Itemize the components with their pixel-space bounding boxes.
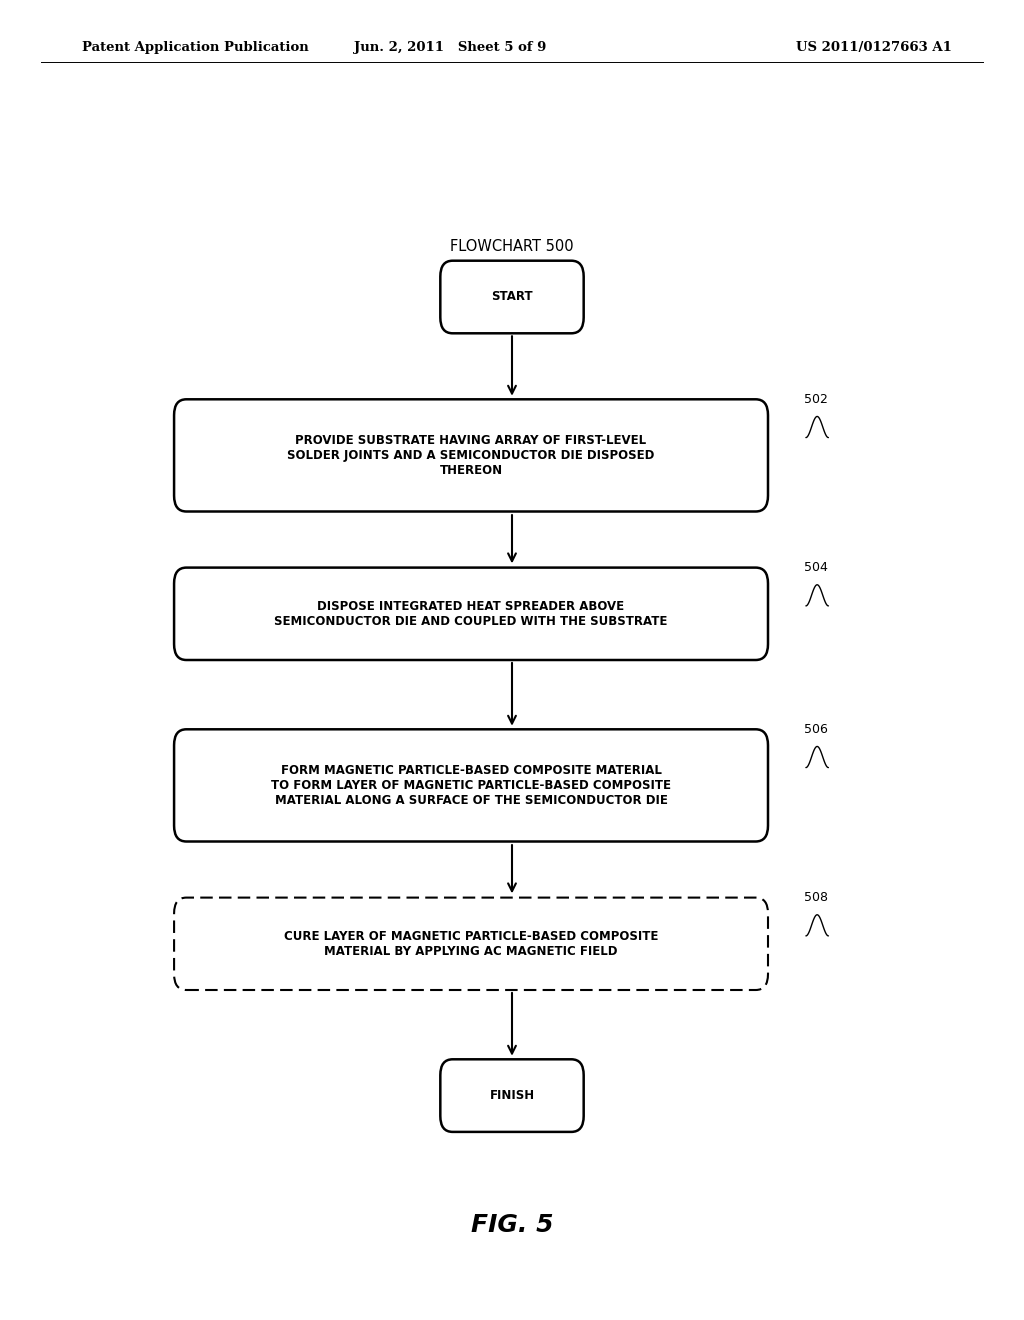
Text: Jun. 2, 2011   Sheet 5 of 9: Jun. 2, 2011 Sheet 5 of 9 <box>354 41 547 54</box>
FancyBboxPatch shape <box>174 568 768 660</box>
Text: 504: 504 <box>804 561 827 574</box>
Text: 506: 506 <box>804 722 827 735</box>
FancyBboxPatch shape <box>440 260 584 333</box>
FancyBboxPatch shape <box>174 898 768 990</box>
Text: PROVIDE SUBSTRATE HAVING ARRAY OF FIRST-LEVEL
SOLDER JOINTS AND A SEMICONDUCTOR : PROVIDE SUBSTRATE HAVING ARRAY OF FIRST-… <box>288 434 654 477</box>
Text: Patent Application Publication: Patent Application Publication <box>82 41 308 54</box>
Text: CURE LAYER OF MAGNETIC PARTICLE-BASED COMPOSITE
MATERIAL BY APPLYING AC MAGNETIC: CURE LAYER OF MAGNETIC PARTICLE-BASED CO… <box>284 929 658 958</box>
Text: 508: 508 <box>804 891 827 904</box>
FancyBboxPatch shape <box>174 399 768 511</box>
Text: FINISH: FINISH <box>489 1089 535 1102</box>
Text: FLOWCHART 500: FLOWCHART 500 <box>451 239 573 255</box>
Text: FORM MAGNETIC PARTICLE-BASED COMPOSITE MATERIAL
TO FORM LAYER OF MAGNETIC PARTIC: FORM MAGNETIC PARTICLE-BASED COMPOSITE M… <box>271 764 671 807</box>
Text: US 2011/0127663 A1: US 2011/0127663 A1 <box>797 41 952 54</box>
Text: 502: 502 <box>804 393 827 405</box>
Text: START: START <box>492 290 532 304</box>
FancyBboxPatch shape <box>174 729 768 842</box>
Text: DISPOSE INTEGRATED HEAT SPREADER ABOVE
SEMICONDUCTOR DIE AND COUPLED WITH THE SU: DISPOSE INTEGRATED HEAT SPREADER ABOVE S… <box>274 599 668 628</box>
FancyBboxPatch shape <box>440 1059 584 1131</box>
Text: FIG. 5: FIG. 5 <box>471 1213 553 1237</box>
